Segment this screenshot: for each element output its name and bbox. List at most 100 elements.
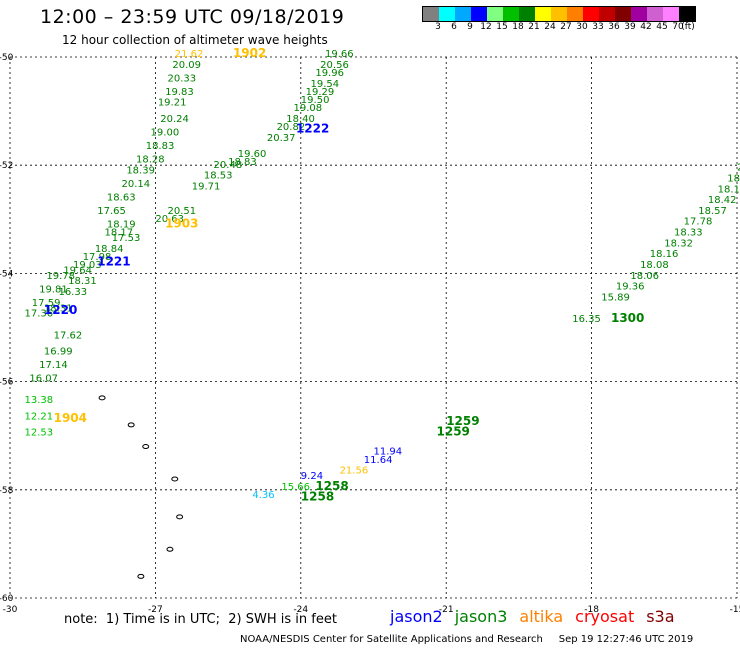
wave-height-label: 18.17 [105,228,134,239]
wave-height-label: 12.21 [25,411,54,422]
time-label: 1259 [437,425,470,439]
color-legend-label: 42 [640,22,652,32]
wave-height-label: 20.37 [267,133,296,144]
wave-height-label: 17.78 [684,217,713,228]
color-legend-label: 45 [656,22,668,32]
footer-note: note: 1) Time is in UTC; 2) SWH is in fe… [64,612,337,627]
time-label: 1221 [97,254,130,268]
island-shape [127,422,135,428]
wave-height-label: 19.29 [306,87,335,98]
wave-height-label: 16.33 [58,287,87,298]
y-tick-label: -54 [0,269,14,279]
x-tick-label: -27 [148,605,163,615]
color-swatch [599,7,615,21]
color-swatch [551,7,567,21]
wave-height-label: 19.96 [315,68,344,79]
wave-height-label: 18.13 [718,184,740,195]
wave-height-label: 18.53 [204,171,233,182]
wave-height-label: 9.24 [301,471,323,482]
time-label: 1222 [296,122,329,136]
wave-height-label: 20.51 [168,206,197,217]
color-legend-label: (ft) [681,22,695,32]
color-legend-bar [422,6,696,22]
color-legend-label: 9 [467,22,473,32]
time-label: 1220 [44,303,77,317]
wave-height-label: 18.33 [674,228,703,239]
color-swatch [487,7,503,21]
color-legend-label: 39 [624,22,636,32]
wave-height-label: 19.83 [165,87,194,98]
wave-height-label: 20.56 [320,60,349,71]
color-swatch [503,7,519,21]
wave-height-label: 16.99 [44,347,73,358]
wave-height-label: 4.36 [252,490,274,501]
wave-height-label: 20.48 [214,160,243,171]
wave-height-label: 18.19 [107,219,136,230]
y-tick-label: -60 [0,594,14,604]
page-subtitle: 12 hour collection of altimeter wave hei… [62,33,328,47]
wave-height-label: 19.71 [192,182,221,193]
color-legend-label: 70 [672,22,684,32]
credit-line: NOAA/NESDIS Center for Satellite Applica… [240,634,694,645]
time-label: 1300 [611,311,644,325]
x-tick-label: -21 [439,605,454,615]
color-legend-label: 24 [544,22,556,32]
satellite-legend-item: s3a [646,607,675,626]
wave-height-label: 17.59 [32,298,61,309]
wave-height-label: 19.03 [73,260,102,271]
wave-height-label: 18.31 [68,276,97,287]
time-label: 1258 [301,490,334,504]
wave-height-label: 19.36 [616,282,645,293]
color-legend-label: 33 [592,22,604,32]
color-swatch [439,7,455,21]
satellite-legend-item: cryosat [575,607,635,626]
wave-height-label: 17.14 [39,360,68,371]
color-legend-label: 36 [608,22,620,32]
wave-height-label: 18.40 [286,114,315,125]
wave-height-label: 17.98 [83,252,112,263]
color-swatch [663,7,679,21]
color-swatch [471,7,487,21]
wave-height-label: 20.82 [277,122,306,133]
color-swatch [679,7,695,21]
wave-height-label: 17.62 [54,330,83,341]
wave-height-label: 15.66 [281,482,310,493]
wave-height-label: 18.08 [640,260,669,271]
wave-height-label: 17.36 [25,309,54,320]
color-swatch [631,7,647,21]
wave-height-label: 21.56 [340,466,369,477]
wave-height-label: 18.28 [136,154,165,165]
wave-height-label: 16.07 [29,374,58,385]
wave-height-label: 18.32 [664,238,693,249]
island-shape [166,546,174,552]
color-legend-label: 27 [560,22,572,32]
wave-height-label: 15.89 [601,292,630,303]
wave-height-label: 18.63 [107,192,136,203]
color-swatch [647,7,663,21]
y-tick-label: -52 [0,161,13,171]
color-legend-label: 3 [435,22,441,32]
wave-height-label: 18.37 [727,173,740,184]
wave-height-label: 18.31 [44,303,73,314]
wave-height-label: 19.78 [46,271,75,282]
wave-height-label: 20.14 [121,179,150,190]
color-legend-label: 30 [576,22,588,32]
x-tick-label: -18 [584,605,599,615]
wave-height-label: 18.06 [630,271,659,282]
wave-height-label: 20.09 [172,60,201,71]
color-swatch [519,7,535,21]
color-legend-label: 15 [496,22,508,32]
wave-height-label: 21.62 [175,49,204,60]
satellite-legend: jason2 jason3 altika cryosat s3a [390,607,687,626]
wave-height-label: 11.94 [374,447,403,458]
wave-height-label: 11.64 [364,455,393,466]
x-tick-label: -15 [730,605,740,615]
wave-height-label: 19.50 [301,95,330,106]
wave-height-label: 18.84 [95,244,124,255]
wave-height-label: 19.66 [325,49,354,60]
wave-height-label: 19.81 [39,284,68,295]
wave-height-label: 20.05 [737,163,740,174]
x-tick-label: -30 [3,605,18,615]
wave-height-label: 18.57 [698,206,727,217]
wave-height-label: 19.54 [310,79,339,90]
